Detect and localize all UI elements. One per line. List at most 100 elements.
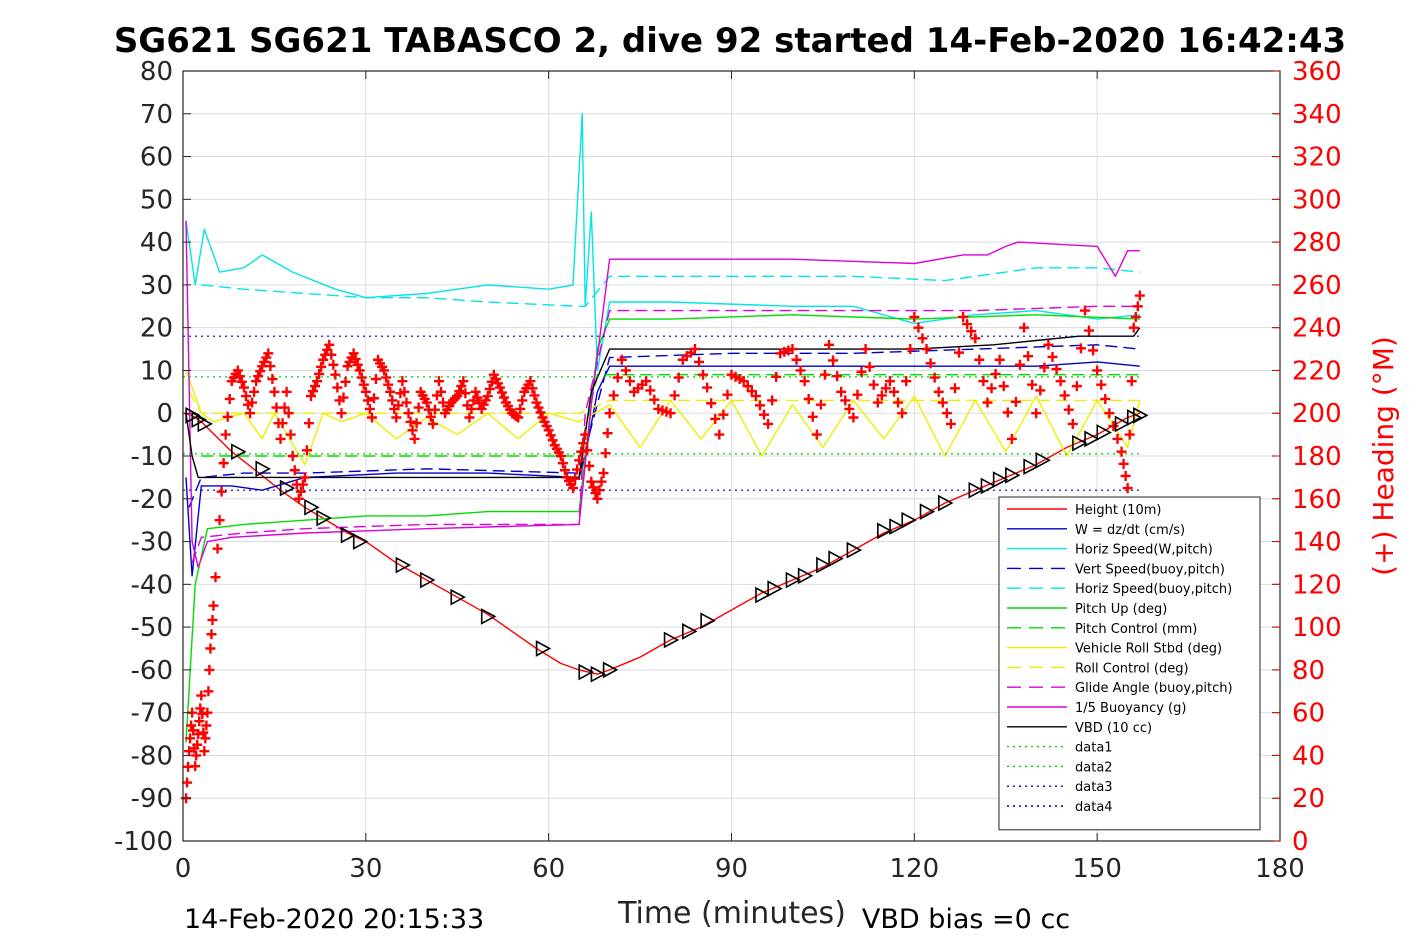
heading-point [1122,483,1133,494]
dive-marker [785,571,802,589]
tick-label-right: 140 [1292,528,1342,558]
heading-point [868,379,879,390]
heading-point [332,382,343,393]
heading-point [1010,396,1021,407]
heading-point [379,365,390,376]
heading-point [193,729,204,740]
heading-point [484,383,495,394]
heading-point [791,354,802,365]
dive-marker [700,612,716,630]
heading-point [807,411,818,422]
heading-point [385,386,396,397]
heading-point [409,433,420,444]
legend-label: Glide Angle (buoy,pitch) [1075,681,1233,696]
heading-point [990,369,1001,380]
heading-series [181,290,1145,804]
heading-point [454,386,465,397]
tick-label-right: 240 [1292,314,1342,344]
heading-point [1014,359,1025,370]
dive-marker [797,567,814,585]
legend: Height (10m) W = dz/dt (cm/s) Horiz Speed(… [998,496,1261,831]
heading-point [803,393,814,404]
heading-point [673,372,684,383]
legend-label: data4 [1075,800,1113,815]
heading-point [195,703,206,714]
heading-point [815,399,826,410]
heading-point [876,390,887,401]
heading-point [897,408,908,419]
heading-point [1126,376,1137,387]
heading-point [196,690,207,701]
heading-point [641,376,652,387]
heading-point [368,393,379,404]
heading-point [185,733,196,744]
heading-point [295,486,306,497]
heading-point [318,354,329,365]
heading-point [596,476,607,487]
dive-marker [968,481,984,499]
heading-point [354,365,365,376]
heading-point [750,391,761,402]
legend-label: Horiz Speed(W,pitch) [1075,543,1213,558]
heading-point [620,365,631,376]
footer-vbd-bias: VBD bias =0 cc [862,904,1070,935]
heading-point [572,464,583,475]
tick-label-bottom: 0 [175,854,192,884]
dive-marker [1035,451,1052,469]
legend-label: Vehicle Roll Stbd (deg) [1075,642,1222,657]
heading-point [198,727,209,738]
tick-label-left: -90 [131,784,173,814]
tick-label-bottom: 90 [715,854,748,884]
heading-point [1108,421,1119,432]
heading-point [222,411,233,422]
heading-point [275,433,286,444]
heading-point [901,376,912,387]
heading-point [754,400,765,411]
heading-point [236,376,247,387]
heading-point [312,376,323,387]
heading-point [1055,376,1066,387]
heading-point [399,386,410,397]
dive-marker [938,494,954,512]
heading-point [1116,446,1127,457]
heading-point [427,418,438,429]
heading-point [310,381,321,392]
heading-point [1104,408,1115,419]
heading-point [698,369,709,380]
heading-point [324,339,335,350]
heading-point [604,408,615,419]
heading-point [240,391,251,402]
heading-point [576,446,587,457]
heading-point [1120,470,1131,481]
dive-marker [767,580,783,597]
heading-point [1130,311,1141,322]
heading-point [220,429,231,440]
heading-point [570,473,581,484]
heading-point [884,376,895,387]
heading-point [253,371,264,382]
heading-point [568,483,579,494]
legend-label: Horiz Speed(buoy,pitch) [1075,582,1232,597]
heading-point [949,383,960,394]
tick-label-right: 160 [1292,485,1342,515]
heading-point [356,372,367,383]
tick-label-left: 40 [140,228,173,258]
heading-point [466,403,477,414]
heading-point [966,326,977,337]
heading-point [649,394,660,405]
dive-marker [480,608,497,625]
left-axis-ticks: -100-90-80-70-60-50-40-30-20-10010203040… [114,57,1280,857]
heading-point [586,476,597,487]
heading-point [917,333,928,344]
heading-point [482,391,493,402]
heading-point [836,386,847,397]
heading-point [287,451,298,461]
heading-point [543,425,554,436]
dive-marker [279,479,296,497]
tick-label-right: 340 [1292,100,1342,130]
series-line-2 [185,361,1140,577]
heading-point [978,376,989,387]
heading-point [1063,404,1074,415]
legend-label: Height (10m) [1075,503,1161,518]
heading-point [929,372,940,383]
